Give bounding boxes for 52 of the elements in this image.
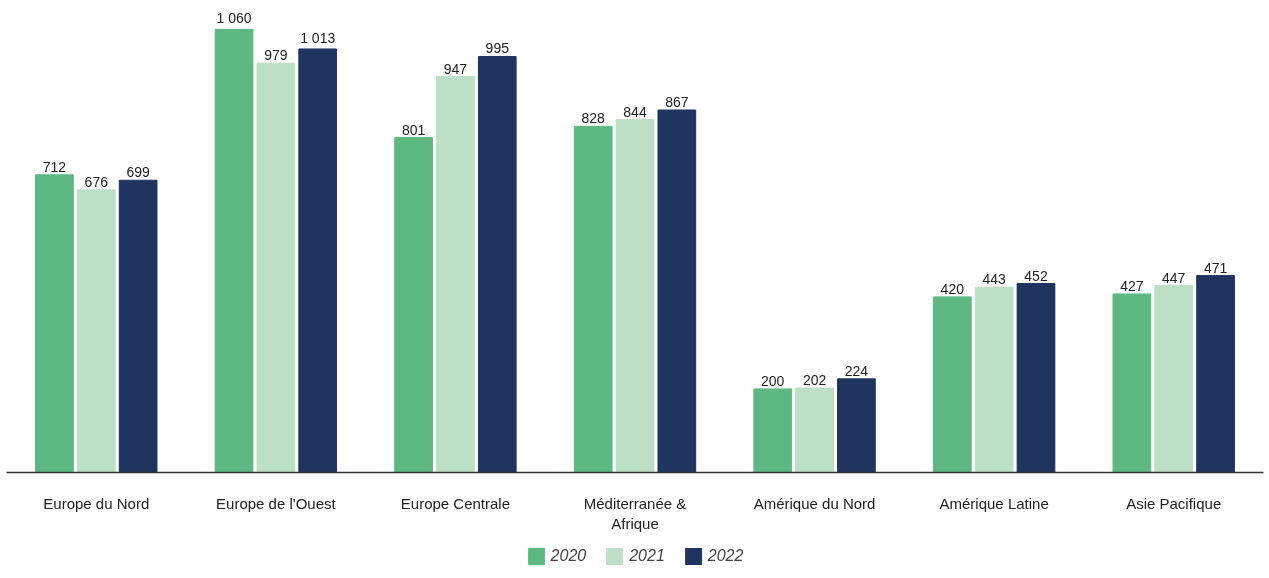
data-label: 676 [84, 173, 109, 190]
bar [974, 286, 1014, 473]
x-tick-label: Amérique Latine [939, 494, 1049, 512]
data-label: 224 [844, 362, 869, 379]
data-label: 1 013 [300, 29, 336, 46]
data-label: 867 [665, 94, 689, 110]
data-label: 844 [623, 103, 647, 120]
legend-label: 2021 [629, 547, 665, 565]
data-label: 420 [940, 280, 965, 297]
bar [932, 296, 972, 473]
data-label: 202 [802, 372, 827, 389]
data-label: 995 [485, 40, 510, 57]
data-label: 1 060 [216, 10, 252, 27]
x-tick-label: Asie Pacifique [1126, 494, 1222, 512]
data-label: 828 [581, 110, 606, 127]
bar [35, 174, 74, 473]
x-tick-label: Méditerranée & Afrique [583, 494, 687, 532]
bar [436, 76, 475, 473]
data-label: 947 [443, 60, 468, 77]
bar [795, 387, 834, 473]
bar [837, 378, 876, 473]
bar [1016, 283, 1056, 473]
x-tick-label: Europe de l'Ouest [216, 494, 337, 512]
bar [214, 28, 254, 473]
data-label: 427 [1120, 277, 1144, 294]
bar [1196, 275, 1235, 473]
data-label: 443 [982, 271, 1007, 288]
bar [256, 62, 296, 473]
data-label: 471 [1203, 259, 1228, 276]
data-label: 699 [126, 164, 151, 181]
bar [615, 119, 655, 473]
x-tick-label: Europe Centrale [400, 494, 511, 512]
x-tick-label: Amérique du Nord [753, 494, 876, 512]
legend-label: 2020 [550, 547, 587, 565]
bar [298, 48, 338, 473]
data-label: 712 [42, 158, 67, 175]
bar [657, 109, 697, 473]
bar [118, 179, 158, 473]
data-label: 979 [264, 47, 288, 64]
bar [573, 125, 613, 473]
bar [1154, 285, 1194, 473]
data-label: 200 [761, 372, 785, 389]
bar [1112, 293, 1152, 473]
bar [753, 388, 793, 473]
legend-label: 2022 [707, 547, 744, 565]
bar [76, 189, 116, 473]
data-label: 452 [1024, 267, 1048, 284]
data-label: 801 [401, 121, 426, 138]
bar [477, 55, 517, 473]
data-label: 447 [1162, 269, 1186, 286]
x-tick-label: Europe du Nord [43, 494, 150, 512]
bar [394, 137, 433, 473]
